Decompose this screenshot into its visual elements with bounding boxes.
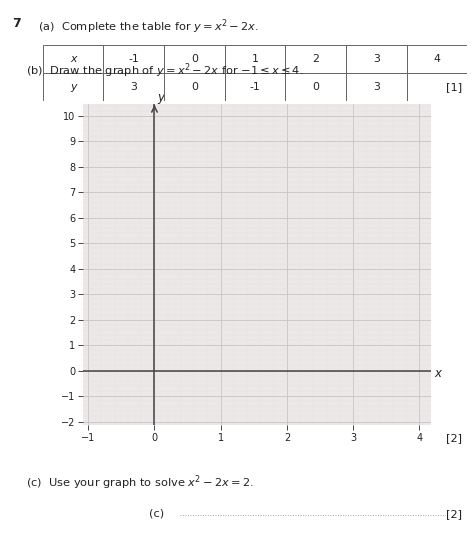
Bar [43,73,103,101]
Text: 3: 3 [130,82,137,92]
Text: (a)  Complete the table for $y = x^2 - 2x$.: (a) Complete the table for $y = x^2 - 2x… [38,17,259,36]
Text: 2: 2 [312,55,319,64]
Bar [407,45,467,73]
Text: 4: 4 [434,55,440,64]
Text: (c): (c) [149,509,164,518]
Text: y: y [158,91,164,104]
Bar [407,73,467,101]
Text: -1: -1 [250,82,260,92]
Text: 1: 1 [252,55,258,64]
Bar [225,45,285,73]
Text: x: x [70,55,76,64]
Bar [164,45,225,73]
Text: (b)  Draw the graph of $y = x^2 - 2x$ for $-1 \leq x \leq 4$.: (b) Draw the graph of $y = x^2 - 2x$ for… [26,62,304,80]
Bar [285,73,346,101]
Bar [43,45,103,73]
Text: 0: 0 [312,82,319,92]
Bar [346,45,407,73]
Text: 7: 7 [12,17,20,30]
Text: 0: 0 [191,55,198,64]
Text: [1]: [1] [446,82,462,92]
Bar [103,73,164,101]
Text: (c)  Use your graph to solve $x^2 - 2x = 2$.: (c) Use your graph to solve $x^2 - 2x = … [26,473,254,492]
Bar [285,45,346,73]
Text: 0: 0 [191,82,198,92]
Text: -1: -1 [128,55,139,64]
Bar [225,73,285,101]
Text: y: y [70,82,76,92]
Bar [164,73,225,101]
Bar [346,73,407,101]
Text: [2]: [2] [446,509,462,518]
Text: x: x [434,367,441,380]
Text: 3: 3 [373,55,380,64]
Text: [2]: [2] [446,433,462,444]
Text: 3: 3 [373,82,380,92]
Bar [103,45,164,73]
